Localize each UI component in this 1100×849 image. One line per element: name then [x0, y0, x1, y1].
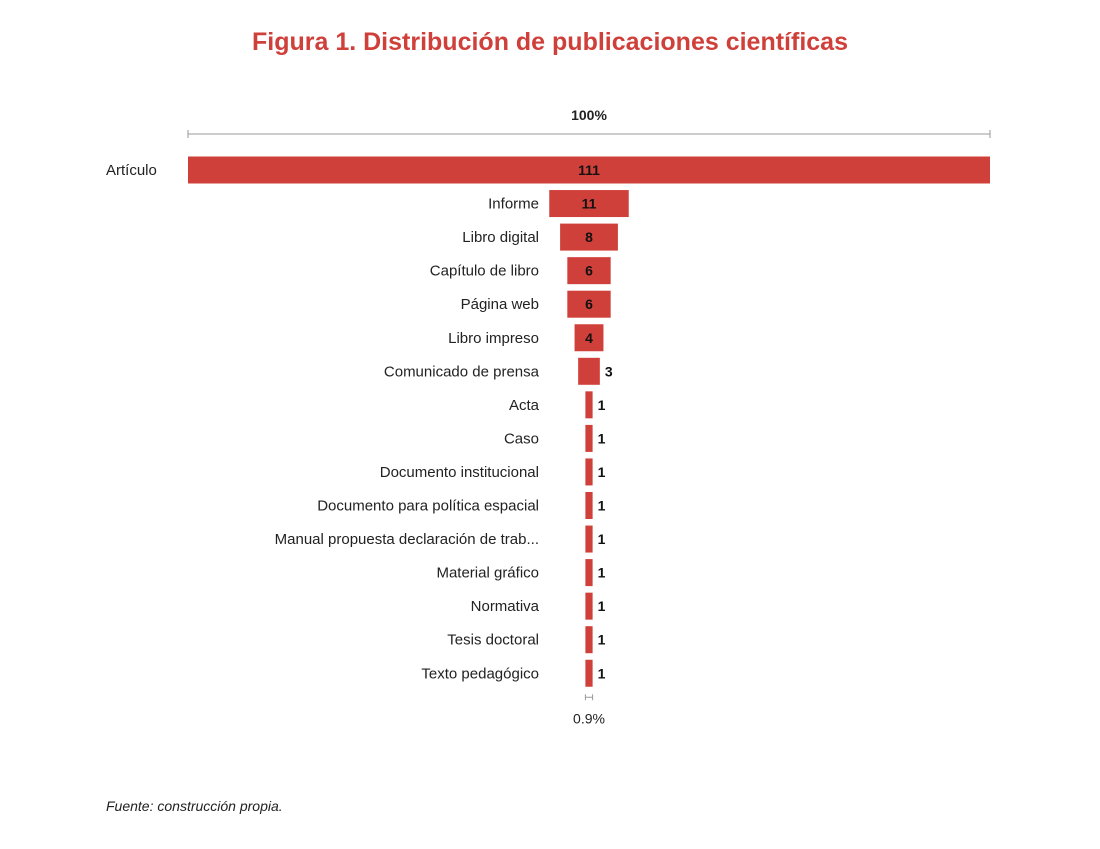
- category-label: Material gráfico: [436, 565, 539, 582]
- top-percent-label: 100%: [571, 107, 607, 123]
- value-label: 8: [585, 229, 593, 245]
- category-label: Normativa: [471, 598, 540, 615]
- bar-row: Informe 11: [488, 190, 629, 218]
- bar: [188, 156, 990, 184]
- bottom-percent-range: 0.9%: [573, 694, 605, 726]
- top-percent-range: 100%: [187, 107, 991, 138]
- category-label: Informe: [488, 196, 539, 213]
- chart-title: Figura 1. Distribución de publicaciones …: [252, 28, 848, 56]
- bar-row: Libro impreso 4: [448, 324, 604, 352]
- category-label: Libro digital: [462, 229, 539, 246]
- bar-row: Comunicado de prensa 3: [384, 357, 613, 385]
- value-label: 1: [598, 598, 606, 614]
- category-label: Acta: [509, 397, 540, 414]
- value-label: 1: [598, 565, 606, 581]
- source-note: Fuente: construcción propia.: [106, 798, 283, 814]
- category-label: Capítulo de libro: [430, 263, 539, 280]
- bar: [560, 223, 618, 251]
- bar-row: Documento institucional 1: [380, 458, 606, 486]
- bar: [585, 492, 593, 519]
- bar: [585, 525, 593, 553]
- value-label: 1: [598, 632, 606, 648]
- bar: [585, 592, 593, 620]
- category-label: Comunicado de prensa: [384, 363, 540, 380]
- category-label: Caso: [504, 430, 539, 447]
- value-label: 1: [598, 464, 606, 480]
- value-label: 6: [585, 263, 593, 279]
- bar-row: Caso 1: [504, 424, 606, 452]
- category-label: Artículo: [106, 162, 157, 179]
- value-label: 6: [585, 296, 593, 312]
- category-label: Tesis doctoral: [447, 632, 539, 649]
- bar: [585, 659, 593, 687]
- category-label: Documento institucional: [380, 464, 539, 481]
- bar-row: Material gráfico 1: [436, 559, 606, 587]
- bar: [549, 190, 629, 218]
- bottom-percent-label: 0.9%: [573, 710, 605, 726]
- value-label: 3: [605, 363, 613, 379]
- value-label: 11: [582, 196, 597, 212]
- bar: [585, 391, 593, 419]
- value-label: 1: [598, 498, 606, 514]
- bar: [574, 324, 604, 352]
- bar-row: Manual propuesta declaración de trab... 1: [275, 525, 606, 553]
- bar-row: Tesis doctoral 1: [447, 626, 606, 654]
- value-label: 1: [598, 665, 606, 681]
- bar-row: Texto pedagógico 1: [421, 659, 606, 687]
- value-label: 4: [585, 330, 593, 346]
- category-label: Página web: [461, 296, 539, 313]
- category-label: Libro impreso: [448, 330, 539, 347]
- bar-row: Artículo 111: [106, 156, 990, 184]
- bar-row: Documento para política espacial 1: [317, 492, 606, 519]
- bar-row: Normativa 1: [471, 592, 606, 620]
- value-label: 111: [578, 162, 600, 178]
- value-label: 1: [598, 397, 606, 413]
- bar: [567, 290, 611, 318]
- bar-row: Página web 6: [461, 290, 611, 318]
- category-label: Texto pedagógico: [421, 665, 539, 682]
- bar: [585, 559, 593, 587]
- value-label: 1: [598, 531, 606, 547]
- category-label: Manual propuesta declaración de trab...: [275, 531, 539, 548]
- bar-row: Capítulo de libro 6: [430, 257, 611, 285]
- bar: [585, 458, 593, 486]
- bar: [567, 257, 611, 285]
- bar: [578, 357, 600, 385]
- bar-row: Libro digital 8: [462, 223, 618, 251]
- value-label: 1: [598, 430, 606, 446]
- category-label: Documento para política espacial: [317, 498, 539, 515]
- bar: [585, 626, 593, 654]
- bar: [585, 424, 593, 452]
- bar-row: Acta 1: [509, 391, 606, 419]
